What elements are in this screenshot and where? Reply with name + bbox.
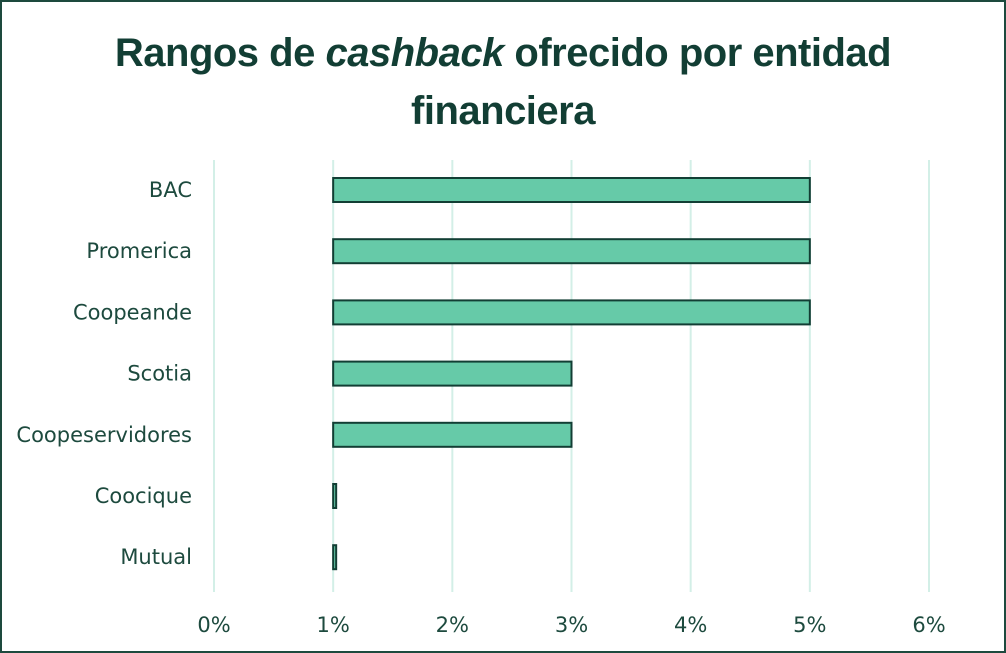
bar-bac [332,177,811,203]
x-tick-label: 5% [793,613,826,637]
x-tick-label: 0% [197,613,230,637]
x-tick-label: 2% [436,613,469,637]
title-line2: financiera [411,89,595,133]
category-label: Coocique [95,484,192,508]
bar-scotia [332,360,573,387]
bar-promerica [332,238,811,265]
category-labels: BAC Promerica Coopeande Scotia Coopeservidor… [16,178,192,569]
bars [332,177,811,571]
bar-coocique [332,483,338,509]
category-label: Coopeande [73,300,192,324]
title-emphasis: cashback [325,31,504,75]
bar-coopeande [332,299,811,326]
bar-mutual [332,544,338,571]
category-label: Mutual [120,545,192,569]
x-tick-label: 4% [674,613,707,637]
title-part2: ofrecido por entidad [503,31,892,75]
x-tick-label: 3% [555,613,588,637]
bar-coopeservidores [332,421,573,448]
x-tick-label: 6% [912,613,945,637]
category-label: Scotia [127,362,192,386]
category-label: BAC [149,178,192,202]
x-tick-labels: 0% 1% 2% 3% 4% 5% 6% [197,613,945,637]
category-label: Promerica [86,239,192,263]
chart-title: Rangos de cashback ofrecido por entidad … [2,24,1004,140]
category-label: Coopeservidores [16,423,192,447]
title-part1: Rangos de [114,31,326,75]
x-tick-label: 1% [317,613,350,637]
